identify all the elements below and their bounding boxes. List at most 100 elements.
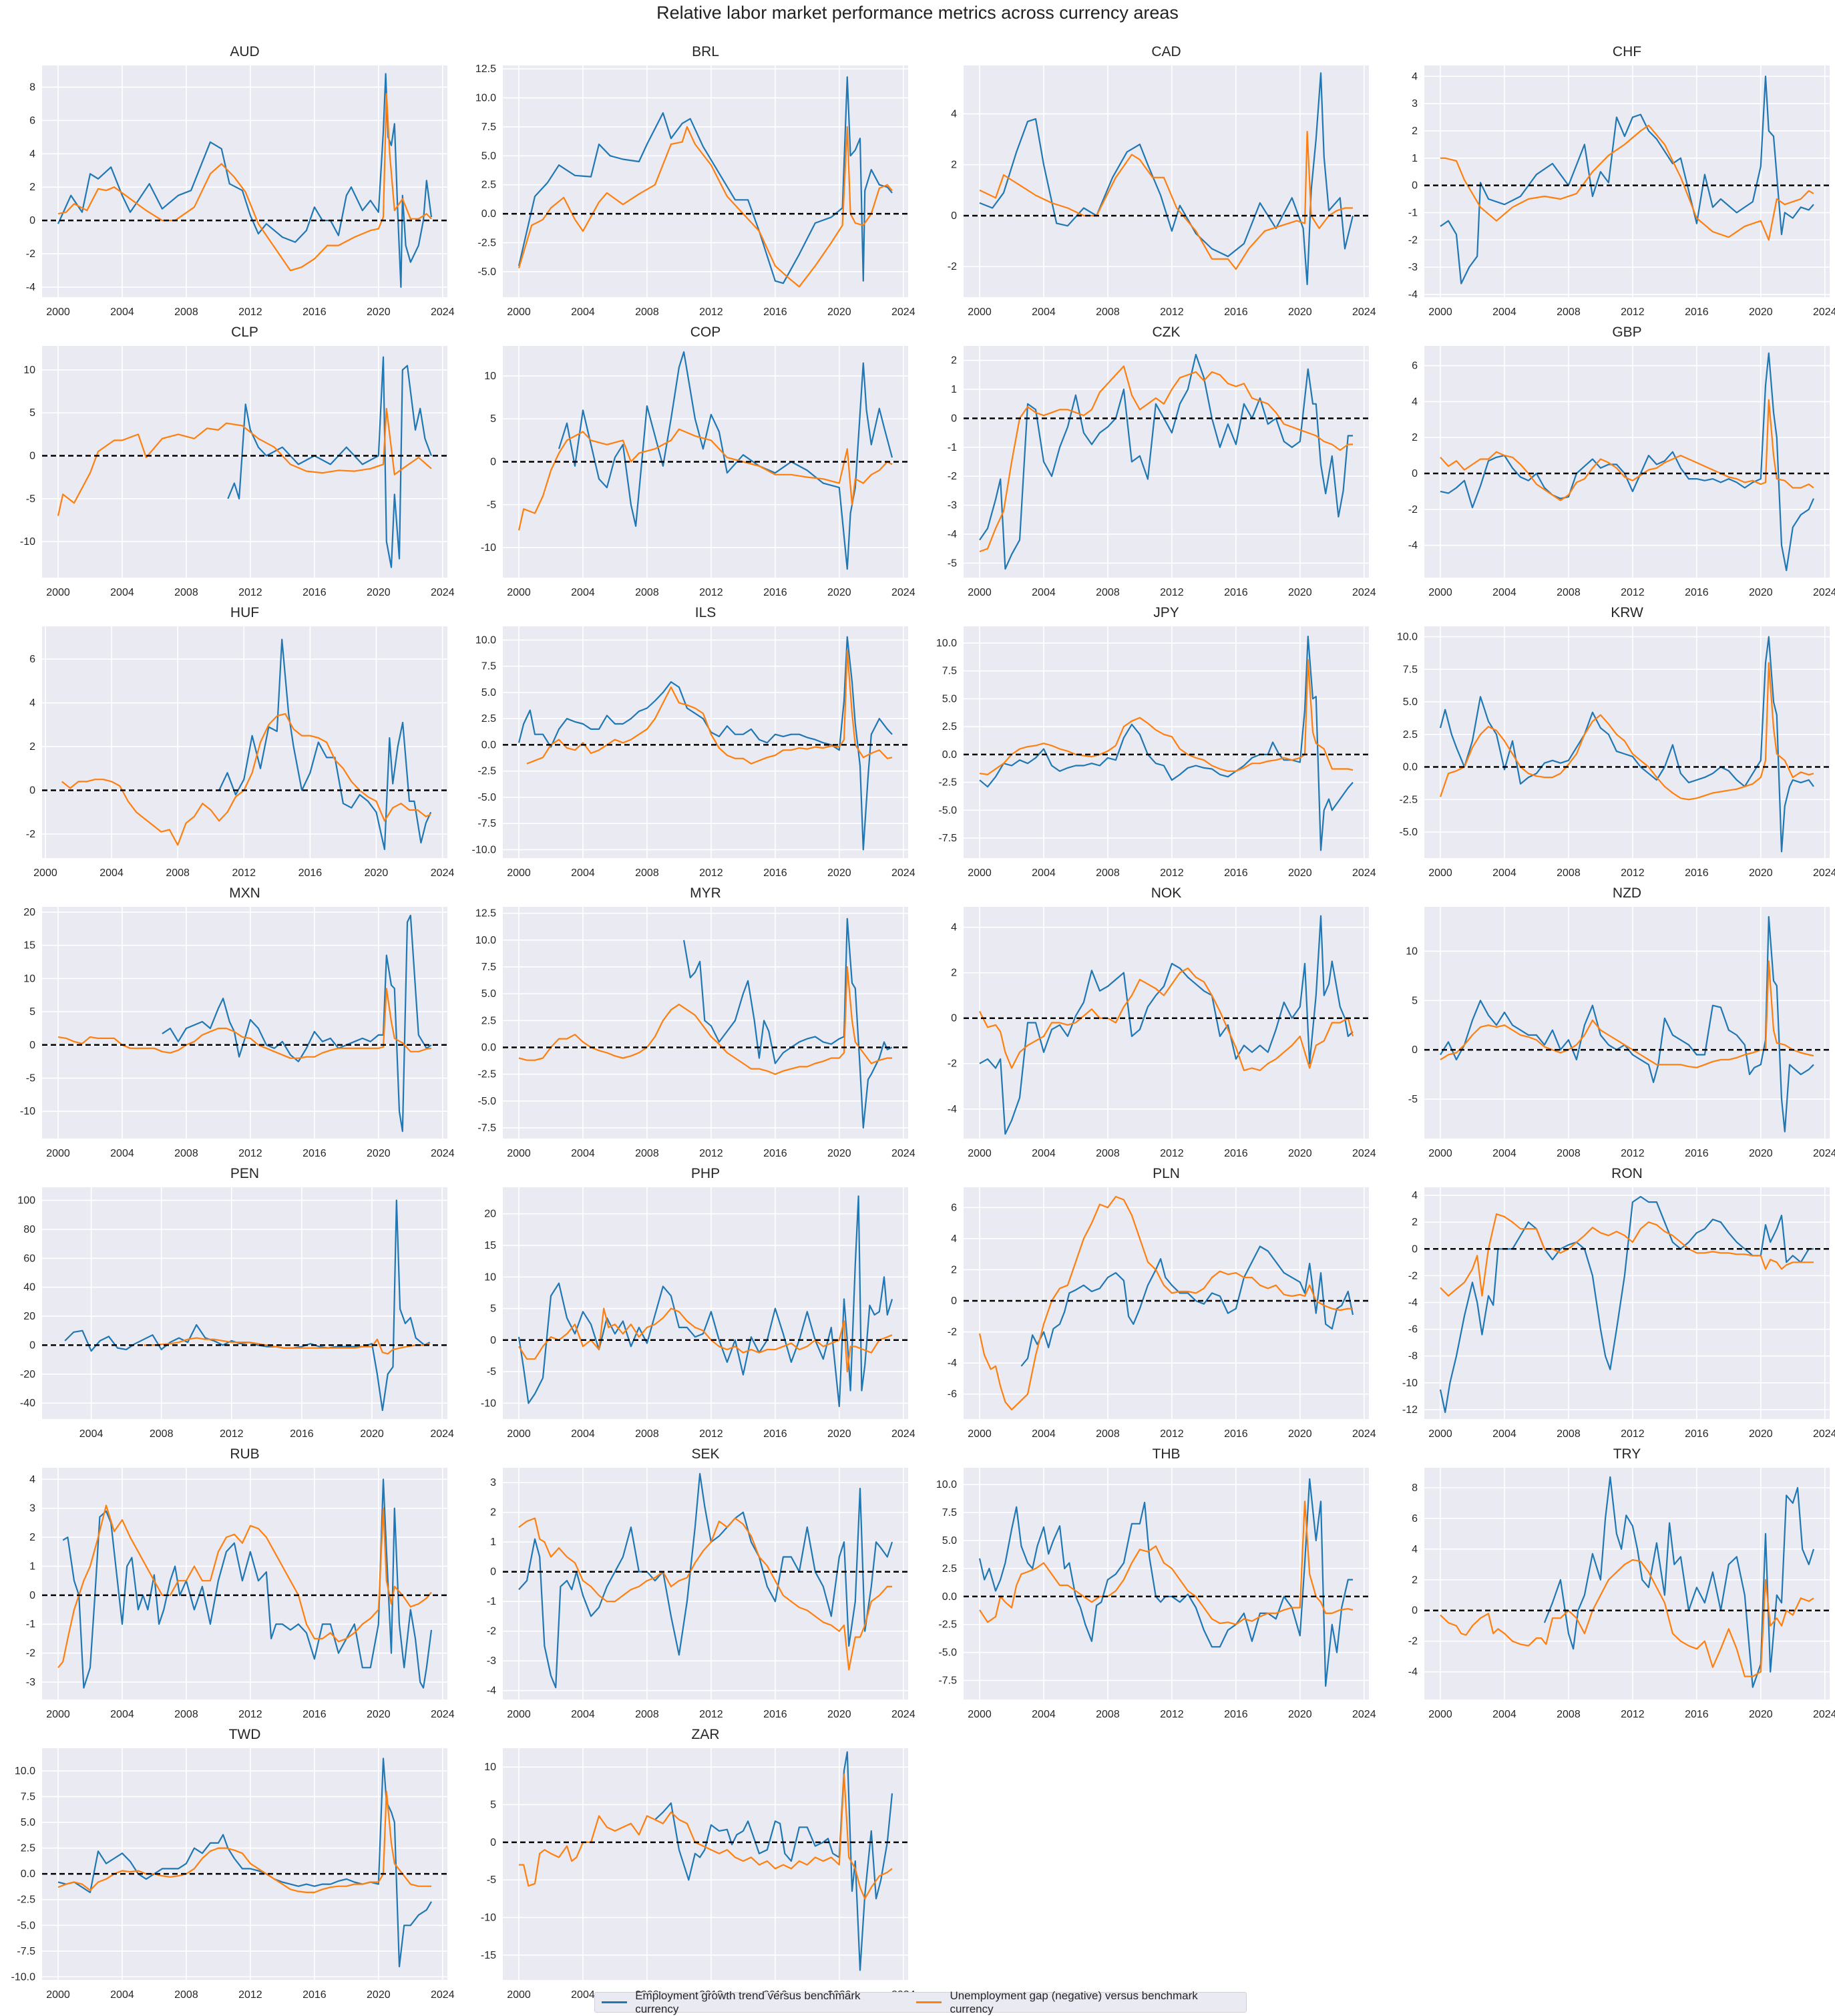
employment-growth-line bbox=[1440, 75, 1814, 284]
x-tick-label: 2012 bbox=[699, 1709, 723, 1720]
x-tick-label: 2004 bbox=[1492, 1148, 1516, 1159]
legend-label: Unemployment gap (negative) versus bench… bbox=[950, 1989, 1198, 2015]
x-tick-label: 2000 bbox=[968, 1709, 992, 1720]
x-tick-label: 2016 bbox=[1224, 307, 1248, 318]
x-tick-label: 2024 bbox=[1813, 307, 1835, 318]
x-tick-label: 2000 bbox=[46, 1989, 70, 2001]
subplot-title: MYR bbox=[690, 885, 721, 901]
y-tick-label: 5.0 bbox=[481, 687, 496, 698]
line-chart: 2000 2004 2008 2012 2016 2020 2024 -2 0 2 4 bbox=[948, 65, 1376, 318]
y-tick-label: -5.0 bbox=[938, 805, 957, 816]
x-tick-label: 2016 bbox=[1685, 867, 1709, 879]
x-tick-label: 2008 bbox=[174, 1148, 198, 1159]
subplot-myr: MYR 2000 2004 2008 2012 2016 2020 2024 -7.5 -5.0 -… bbox=[461, 880, 922, 1161]
employment-growth-line bbox=[979, 72, 1354, 285]
y-tick-label: 1 bbox=[951, 384, 957, 395]
y-tick-label: -4 bbox=[948, 1104, 957, 1115]
subplot-title: HUF bbox=[230, 605, 260, 620]
x-tick-label: 2008 bbox=[1096, 867, 1120, 879]
y-tick-label: -10 bbox=[1402, 1378, 1418, 1389]
subplot-cad: CAD 2000 2004 2008 2012 2016 2020 2024 -2 0 2 4 bbox=[922, 39, 1382, 319]
y-tick-label: 6 bbox=[951, 1202, 957, 1213]
x-tick-label: 2020 bbox=[827, 1428, 851, 1440]
y-tick-label: 6 bbox=[1412, 1513, 1418, 1525]
y-tick-label: 0.0 bbox=[481, 208, 496, 220]
y-tick-label: -10.0 bbox=[472, 844, 497, 855]
x-tick-label: 2004 bbox=[1492, 587, 1516, 598]
plot-area bbox=[503, 1748, 908, 1980]
x-tick-label: 2016 bbox=[1685, 307, 1709, 318]
employment-growth-line bbox=[1440, 352, 1815, 572]
x-tick-label: 2020 bbox=[1749, 1428, 1773, 1440]
y-tick-label: 10.0 bbox=[936, 1479, 957, 1490]
y-tick-label: 2 bbox=[1412, 432, 1418, 443]
plot-area bbox=[1424, 346, 1830, 578]
x-tick-label: 2020 bbox=[1749, 1709, 1773, 1720]
y-tick-label: -2.5 bbox=[1399, 794, 1418, 805]
y-tick-label: -12 bbox=[1402, 1404, 1418, 1416]
y-tick-label: 5 bbox=[490, 413, 496, 425]
y-tick-label: 10.0 bbox=[936, 638, 957, 649]
subplot-pen: PEN 2004 2008 2012 2016 2020 2024 -40 -20 0 20 40 60… bbox=[0, 1161, 461, 1441]
y-tick-label: -5.0 bbox=[477, 792, 496, 803]
line-chart: 2000 2004 2008 2012 2016 2020 2024 -5.0 -2.5 0.0 2… bbox=[1397, 626, 1835, 879]
x-tick-label: 2008 bbox=[1557, 1428, 1581, 1440]
legend-swatch-orange-line-icon bbox=[916, 2001, 942, 2003]
x-tick-label: 2012 bbox=[1160, 1428, 1184, 1440]
employment-growth-line bbox=[57, 1758, 432, 1968]
y-tick-label: 2.5 bbox=[481, 180, 496, 191]
y-tick-label: 4 bbox=[951, 922, 957, 934]
y-tick-label: -5.0 bbox=[1399, 827, 1418, 838]
x-tick-label: 2000 bbox=[1428, 1148, 1452, 1159]
employment-growth-line bbox=[978, 1478, 1353, 1687]
plot-area bbox=[964, 65, 1369, 297]
x-tick-label: 2024 bbox=[431, 1709, 455, 1720]
y-tick-label: -10.0 bbox=[11, 1971, 36, 1983]
x-tick-label: 2004 bbox=[571, 1989, 595, 2001]
x-tick-label: 2024 bbox=[1352, 307, 1376, 318]
y-tick-label: -8 bbox=[1408, 1351, 1418, 1362]
unemployment-gap-line bbox=[518, 126, 893, 288]
subplot-title: CAD bbox=[1151, 44, 1181, 59]
y-tick-label: -10 bbox=[20, 536, 35, 548]
y-tick-label: -7.5 bbox=[938, 833, 957, 844]
x-tick-label: 2024 bbox=[1352, 1709, 1376, 1720]
x-tick-label: 2016 bbox=[763, 1148, 787, 1159]
x-tick-label: 2024 bbox=[431, 307, 455, 318]
y-tick-label: 5.0 bbox=[1403, 696, 1418, 708]
y-tick-label: -10 bbox=[481, 1912, 496, 1923]
y-tick-label: 2.5 bbox=[1403, 729, 1418, 741]
x-tick-label: 2008 bbox=[1557, 587, 1581, 598]
x-tick-label: 2012 bbox=[238, 1709, 262, 1720]
x-tick-label: 2020 bbox=[1288, 307, 1312, 318]
x-tick-label: 2004 bbox=[1492, 867, 1516, 879]
y-tick-label: 12.5 bbox=[475, 908, 496, 920]
y-tick-label: 2.5 bbox=[481, 1015, 496, 1026]
x-tick-label: 2024 bbox=[1813, 867, 1835, 879]
y-tick-label: -5.0 bbox=[17, 1920, 35, 1931]
subplot-cop: COP 2000 2004 2008 2012 2016 2020 2024 -10 -5 0 5 10 bbox=[461, 319, 922, 600]
x-tick-label: 2008 bbox=[1096, 587, 1120, 598]
x-tick-label: 2024 bbox=[431, 587, 455, 598]
x-tick-label: 2000 bbox=[1428, 867, 1452, 879]
x-tick-label: 2004 bbox=[571, 1428, 595, 1440]
employment-growth-line bbox=[1439, 636, 1814, 853]
y-tick-label: 1 bbox=[1412, 153, 1418, 164]
x-tick-label: 2016 bbox=[1224, 1428, 1248, 1440]
y-tick-label: 5 bbox=[490, 1303, 496, 1315]
subplot-title: RON bbox=[1611, 1166, 1643, 1181]
y-tick-label: 0 bbox=[951, 1295, 957, 1307]
y-tick-label: 2.5 bbox=[942, 721, 957, 733]
y-tick-label: 40 bbox=[23, 1282, 35, 1293]
x-tick-label: 2000 bbox=[1428, 587, 1452, 598]
x-tick-label: 2008 bbox=[1557, 307, 1581, 318]
subplot-brl: BRL 2000 2004 2008 2012 2016 2020 2024 -5.0 -2.5 0… bbox=[461, 39, 922, 319]
x-tick-label: 2016 bbox=[1224, 587, 1248, 598]
y-tick-label: -5 bbox=[26, 493, 35, 505]
x-tick-label: 2012 bbox=[238, 307, 262, 318]
x-tick-label: 2000 bbox=[507, 1709, 531, 1720]
employment-growth-line bbox=[518, 1472, 893, 1689]
x-tick-label: 2004 bbox=[110, 307, 134, 318]
y-tick-label: -7.5 bbox=[938, 1675, 957, 1687]
